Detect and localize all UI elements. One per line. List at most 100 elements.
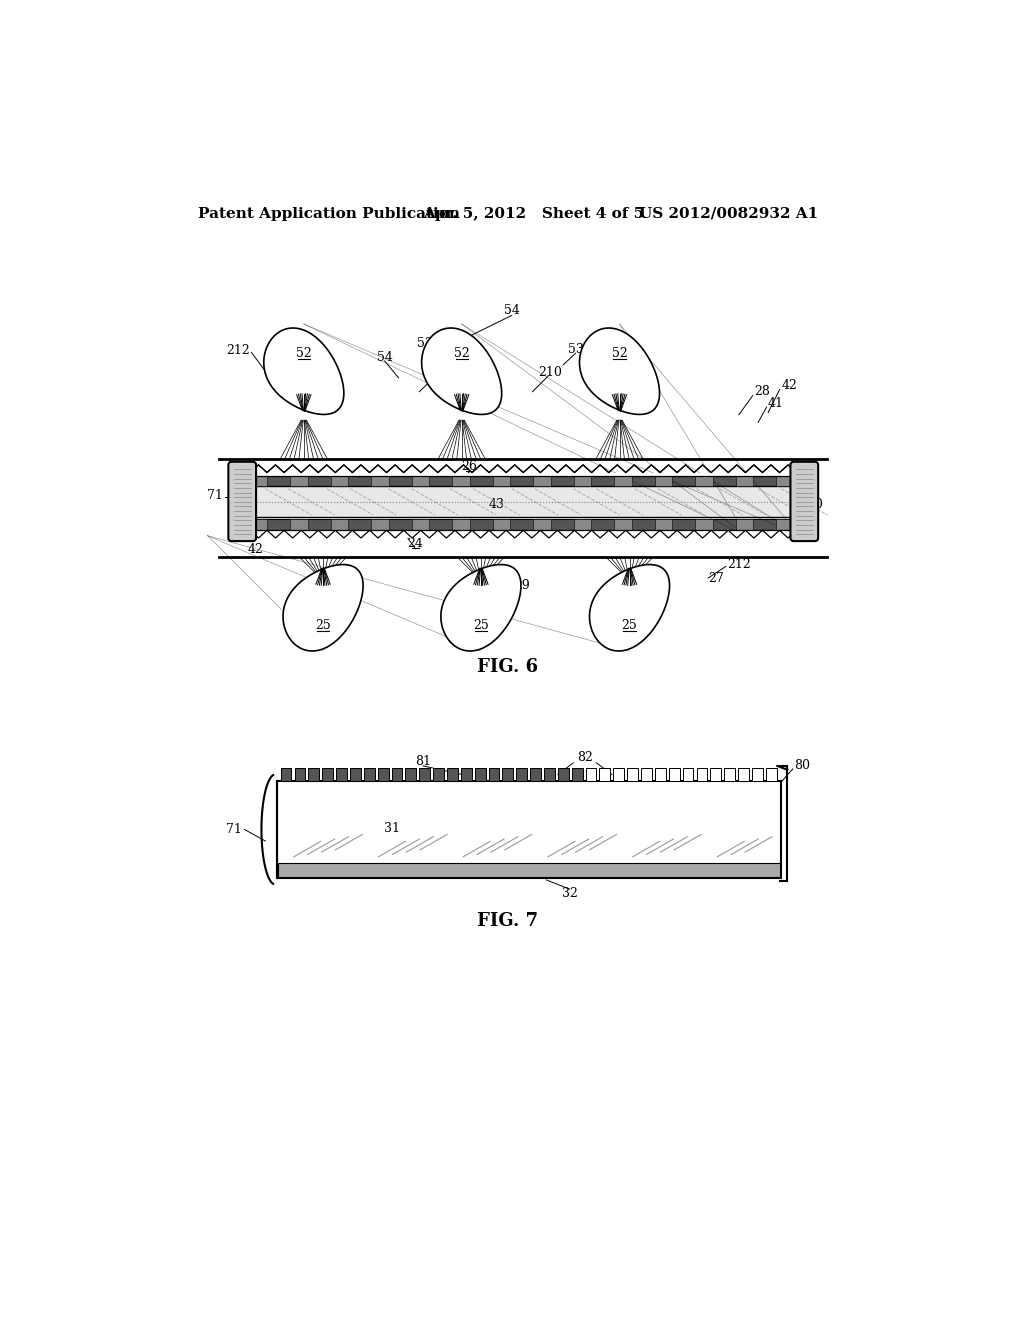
- Bar: [372, 519, 389, 531]
- Text: 25: 25: [622, 619, 637, 632]
- Text: 29: 29: [342, 579, 357, 593]
- Polygon shape: [264, 327, 344, 414]
- Polygon shape: [590, 565, 670, 651]
- Bar: [516, 768, 527, 780]
- Text: 54: 54: [377, 351, 392, 363]
- Bar: [461, 768, 472, 780]
- Text: 28: 28: [755, 385, 770, 399]
- Bar: [453, 519, 470, 531]
- Text: 53: 53: [567, 343, 584, 356]
- Text: 52: 52: [296, 347, 311, 360]
- Text: 43: 43: [489, 499, 505, 511]
- Bar: [534, 475, 551, 487]
- Bar: [573, 475, 591, 487]
- Text: FIG. 7: FIG. 7: [477, 912, 539, 929]
- Polygon shape: [441, 565, 521, 651]
- Bar: [291, 519, 307, 531]
- Bar: [711, 768, 721, 780]
- Bar: [336, 768, 347, 780]
- Text: 80: 80: [795, 759, 810, 772]
- Bar: [503, 768, 513, 780]
- Bar: [250, 519, 797, 531]
- Bar: [279, 781, 779, 863]
- Text: 81: 81: [415, 755, 431, 768]
- Bar: [628, 768, 638, 780]
- Bar: [534, 519, 551, 531]
- Text: Patent Application Publication: Patent Application Publication: [199, 207, 461, 220]
- Text: 41: 41: [768, 397, 784, 409]
- Bar: [766, 768, 776, 780]
- Bar: [391, 768, 402, 780]
- Text: US 2012/0082932 A1: US 2012/0082932 A1: [639, 207, 818, 220]
- Bar: [558, 768, 568, 780]
- Bar: [250, 519, 267, 531]
- Text: 27: 27: [708, 572, 724, 585]
- Bar: [695, 519, 713, 531]
- Bar: [655, 768, 666, 780]
- Text: 70: 70: [807, 499, 822, 511]
- Bar: [683, 768, 693, 780]
- Bar: [406, 768, 416, 780]
- Text: 212: 212: [226, 345, 250, 358]
- Bar: [250, 531, 797, 539]
- Bar: [736, 519, 753, 531]
- Bar: [544, 768, 555, 780]
- Bar: [378, 768, 388, 780]
- Text: 25: 25: [473, 619, 488, 632]
- Bar: [250, 487, 797, 517]
- Bar: [493, 475, 510, 487]
- Bar: [295, 768, 305, 780]
- Text: 29: 29: [514, 579, 529, 593]
- Bar: [573, 519, 591, 531]
- Text: FIG. 6: FIG. 6: [477, 657, 539, 676]
- Text: 34: 34: [493, 583, 508, 597]
- Text: 210: 210: [539, 366, 562, 379]
- Bar: [364, 768, 375, 780]
- Bar: [586, 768, 596, 780]
- Bar: [655, 475, 672, 487]
- Bar: [433, 768, 444, 780]
- Bar: [250, 475, 267, 487]
- Text: 212: 212: [727, 557, 751, 570]
- Bar: [331, 519, 348, 531]
- Bar: [281, 768, 292, 780]
- Text: 25: 25: [315, 619, 331, 632]
- Bar: [614, 475, 632, 487]
- Bar: [250, 473, 797, 475]
- Bar: [453, 475, 470, 487]
- Bar: [279, 863, 779, 876]
- Bar: [412, 519, 429, 531]
- Bar: [599, 768, 610, 780]
- Bar: [350, 768, 360, 780]
- Bar: [493, 519, 510, 531]
- Text: 26: 26: [462, 459, 477, 473]
- Bar: [323, 768, 333, 780]
- Bar: [530, 768, 541, 780]
- Bar: [475, 768, 485, 780]
- Bar: [291, 475, 307, 487]
- Bar: [738, 768, 749, 780]
- Bar: [613, 768, 625, 780]
- Bar: [571, 768, 583, 780]
- FancyBboxPatch shape: [791, 462, 818, 541]
- Text: 52: 52: [611, 347, 628, 360]
- Bar: [724, 768, 735, 780]
- Bar: [776, 475, 794, 487]
- Text: 71: 71: [207, 490, 223, 502]
- Text: 32: 32: [561, 887, 578, 900]
- Bar: [447, 768, 458, 780]
- Text: 71: 71: [226, 822, 243, 836]
- Bar: [331, 475, 348, 487]
- Polygon shape: [283, 565, 364, 651]
- Text: 52: 52: [454, 347, 470, 360]
- FancyBboxPatch shape: [228, 462, 256, 541]
- Text: 42: 42: [781, 379, 797, 392]
- Polygon shape: [580, 327, 659, 414]
- Bar: [695, 475, 713, 487]
- Bar: [276, 780, 781, 878]
- Bar: [669, 768, 680, 780]
- Bar: [776, 519, 794, 531]
- Text: 54: 54: [504, 305, 519, 317]
- Bar: [372, 475, 389, 487]
- Text: 31: 31: [384, 822, 400, 834]
